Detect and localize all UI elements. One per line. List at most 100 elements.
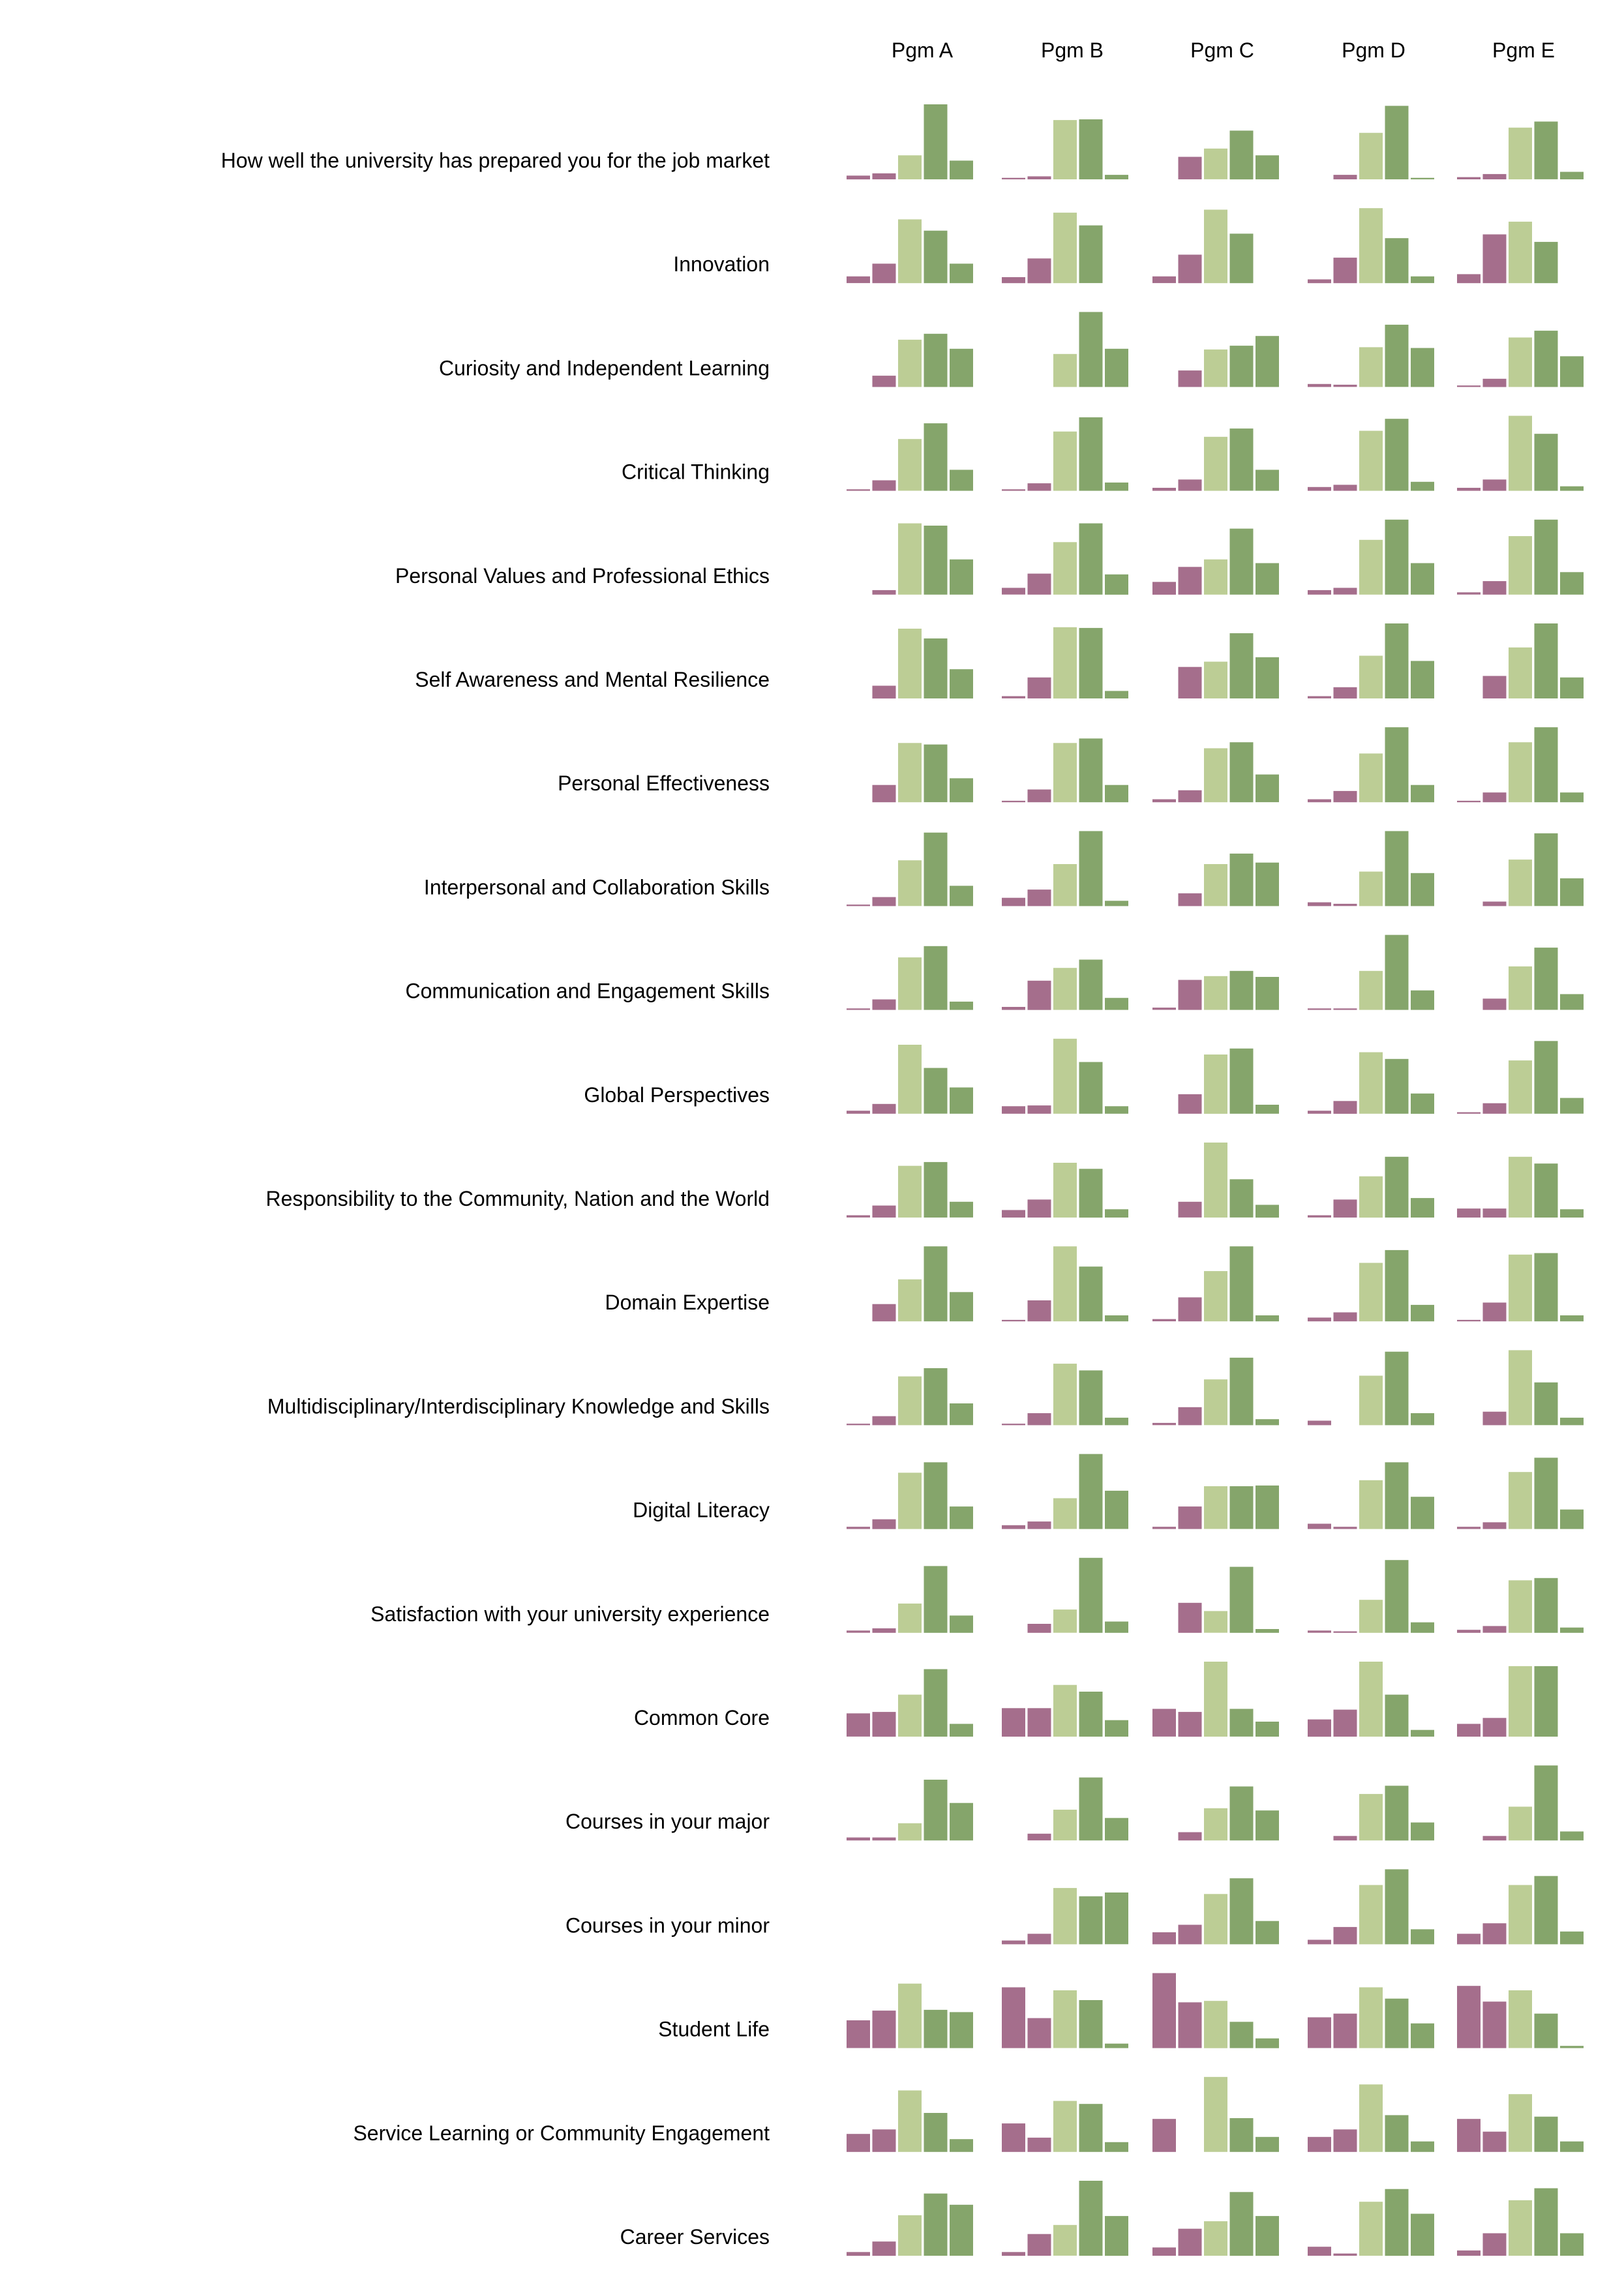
row-label: Courses in your major bbox=[565, 1810, 770, 1833]
bar bbox=[1178, 1506, 1202, 1529]
column-label: Pgm B bbox=[1041, 38, 1104, 62]
bar bbox=[1333, 175, 1357, 179]
bar bbox=[847, 905, 870, 906]
bar-group bbox=[1457, 1253, 1584, 1322]
bar bbox=[1509, 2200, 1532, 2256]
bar bbox=[847, 2020, 870, 2048]
bar bbox=[1385, 1869, 1409, 1945]
bar bbox=[1359, 430, 1383, 491]
bar bbox=[1560, 2233, 1584, 2256]
bar bbox=[872, 1304, 896, 1322]
bar bbox=[1385, 2189, 1409, 2256]
bar bbox=[1534, 1253, 1558, 1322]
bar bbox=[1204, 1143, 1227, 1218]
bar bbox=[872, 376, 896, 387]
bar bbox=[898, 1694, 922, 1737]
bar-group bbox=[1178, 1566, 1279, 1633]
bar bbox=[1411, 1198, 1434, 1218]
bar-group bbox=[1457, 415, 1584, 491]
bar bbox=[1105, 1893, 1128, 1945]
bar bbox=[1534, 2013, 1558, 2048]
bar bbox=[1385, 519, 1409, 595]
bar bbox=[1204, 748, 1227, 803]
bar bbox=[847, 1527, 870, 1529]
bar bbox=[1457, 800, 1481, 803]
bar-group bbox=[1308, 1987, 1434, 2048]
bar bbox=[1385, 1694, 1409, 1737]
bar bbox=[950, 778, 973, 803]
bar-group bbox=[1002, 1038, 1128, 1114]
bar bbox=[1204, 1055, 1227, 1114]
bar bbox=[1534, 1876, 1558, 1945]
bar bbox=[872, 685, 896, 699]
bar-group bbox=[1457, 2094, 1584, 2152]
bar bbox=[924, 2113, 948, 2152]
bar bbox=[1333, 790, 1357, 803]
bar bbox=[872, 1416, 896, 1426]
bar-group bbox=[1308, 2084, 1434, 2152]
bar bbox=[1457, 1319, 1481, 1322]
bar bbox=[1534, 1578, 1558, 1633]
bar bbox=[1229, 1878, 1254, 1945]
bar bbox=[847, 2134, 870, 2152]
bar bbox=[1229, 2022, 1254, 2048]
bar bbox=[1411, 2213, 1434, 2256]
bar bbox=[1229, 853, 1254, 906]
bar bbox=[872, 590, 896, 595]
bar bbox=[872, 897, 896, 906]
bar bbox=[1229, 970, 1254, 1010]
bar bbox=[1105, 574, 1128, 595]
bar bbox=[1482, 2233, 1507, 2256]
bar bbox=[1002, 1940, 1025, 1945]
bar-group bbox=[1002, 2181, 1128, 2256]
row-label: Satisfaction with your university experi… bbox=[370, 1602, 770, 1626]
bar bbox=[1053, 1364, 1077, 1426]
bar bbox=[1256, 1810, 1279, 1841]
bar bbox=[1333, 1709, 1357, 1737]
row-label: Service Learning or Community Engagement bbox=[353, 2121, 770, 2145]
bar bbox=[872, 263, 896, 284]
bar bbox=[1105, 1106, 1128, 1114]
bar bbox=[1534, 948, 1558, 1010]
bar bbox=[1002, 1525, 1025, 1529]
bar bbox=[1256, 470, 1279, 491]
bar bbox=[950, 2139, 973, 2152]
bar-group bbox=[1482, 1765, 1584, 1841]
bar bbox=[1333, 1926, 1357, 1945]
bar bbox=[1229, 528, 1254, 595]
bar-group bbox=[1002, 523, 1128, 595]
bar bbox=[1333, 485, 1357, 491]
bar bbox=[1534, 331, 1558, 387]
bar-group bbox=[1152, 1357, 1279, 1426]
bar bbox=[1256, 1629, 1279, 1633]
bar bbox=[1560, 356, 1584, 387]
bar-group bbox=[1457, 331, 1584, 387]
bar bbox=[1002, 1987, 1025, 2048]
bar bbox=[872, 1519, 896, 1529]
bar bbox=[924, 1462, 948, 1529]
bar bbox=[1204, 1486, 1227, 1529]
bar bbox=[924, 333, 948, 387]
bar bbox=[1105, 1720, 1128, 1737]
bar bbox=[1152, 1527, 1176, 1529]
bar bbox=[1105, 1209, 1128, 1218]
bar bbox=[1534, 1382, 1558, 1426]
bar bbox=[847, 1008, 870, 1010]
column-labels: Pgm A Pgm B Pgm C Pgm D Pgm E bbox=[892, 38, 1555, 62]
bar bbox=[1204, 2221, 1227, 2256]
bar bbox=[1308, 1111, 1331, 1114]
bar-group bbox=[1457, 1041, 1584, 1114]
bar bbox=[1256, 774, 1279, 803]
bar bbox=[1079, 1454, 1103, 1529]
bar bbox=[1256, 1315, 1279, 1322]
bar bbox=[872, 2241, 896, 2256]
bar bbox=[872, 2011, 896, 2048]
bar-group bbox=[847, 1983, 973, 2048]
column-label: Pgm E bbox=[1492, 38, 1555, 62]
bar bbox=[1256, 1204, 1279, 1218]
bar bbox=[1482, 901, 1507, 906]
bar bbox=[1027, 258, 1051, 284]
bar-group bbox=[1308, 2189, 1434, 2256]
bar bbox=[1333, 1527, 1357, 1529]
bar bbox=[1411, 563, 1434, 595]
